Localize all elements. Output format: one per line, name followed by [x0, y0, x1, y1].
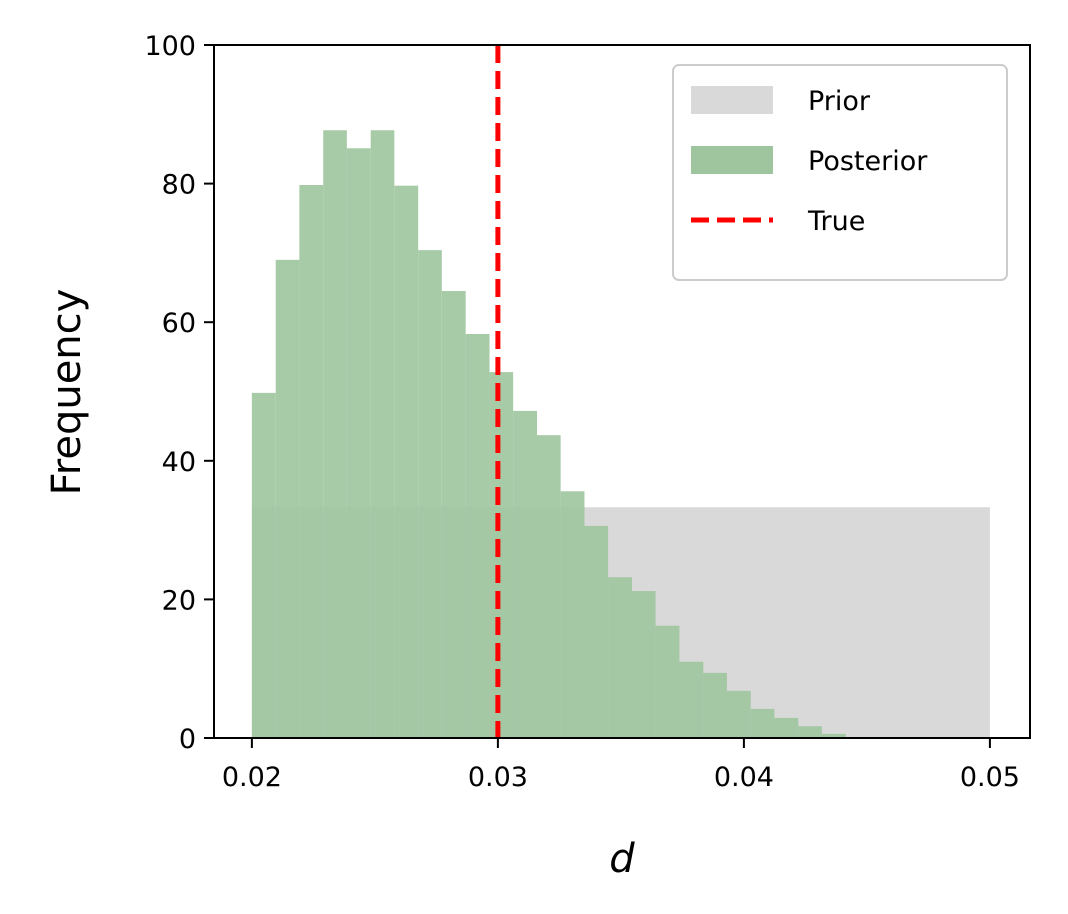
histogram-bar	[537, 435, 561, 738]
legend-box	[672, 64, 1008, 281]
histogram-bar	[394, 185, 419, 738]
x-axis-label: d	[609, 836, 635, 882]
histogram-bar	[774, 717, 799, 738]
legend-label: Prior	[808, 86, 871, 117]
y-tick-label: 80	[162, 170, 196, 201]
histogram-bar	[679, 661, 704, 738]
histogram-bar	[323, 130, 347, 738]
legend-label: True	[807, 206, 865, 237]
histogram-bar	[703, 672, 727, 738]
y-axis-label: Frequency	[44, 289, 90, 496]
histogram-bar	[584, 525, 609, 738]
x-tick-label: 0.03	[468, 762, 528, 793]
histogram-bar	[560, 491, 585, 738]
y-tick-label: 40	[162, 447, 196, 478]
histogram-bar	[489, 372, 514, 738]
x-tick-label: 0.04	[714, 762, 774, 793]
y-tick-label: 20	[162, 585, 196, 616]
x-tick-label: 0.02	[222, 762, 282, 793]
histogram-bar	[418, 250, 442, 739]
y-tick-label: 0	[179, 724, 196, 755]
histogram-bar	[750, 708, 775, 738]
legend-swatch	[691, 86, 773, 114]
legend-label: Posterior	[808, 146, 928, 177]
histogram-bar	[726, 690, 751, 738]
x-tick-label: 0.05	[960, 762, 1020, 793]
histogram-bar	[655, 625, 680, 738]
histogram-bar	[821, 733, 846, 738]
histogram-bar	[465, 333, 490, 738]
histogram-bar	[370, 130, 395, 738]
y-tick-label: 100	[144, 31, 196, 62]
histogram-bar	[631, 591, 656, 738]
y-tick-label: 60	[162, 308, 196, 339]
legend-swatch	[691, 146, 773, 174]
histogram-bar	[346, 148, 371, 738]
histogram-bar	[299, 184, 324, 739]
histogram-bar	[275, 259, 300, 738]
histogram-bar	[513, 410, 538, 738]
histogram-bar	[441, 291, 466, 738]
histogram-bar	[251, 392, 276, 738]
histogram-bar	[608, 577, 632, 738]
histogram-bar	[798, 726, 822, 738]
plot-frame	[213, 44, 1031, 739]
